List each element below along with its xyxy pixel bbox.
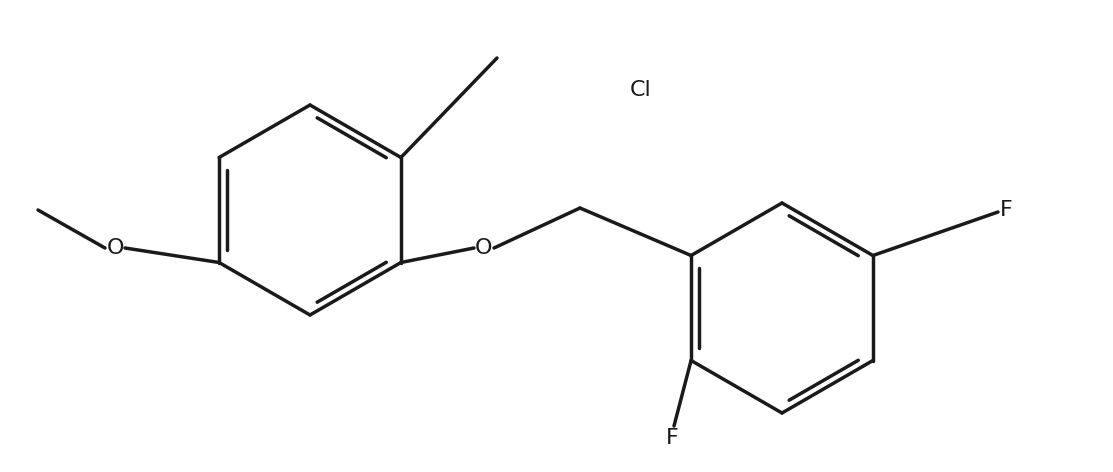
Text: O: O	[475, 238, 493, 258]
Text: O: O	[106, 238, 124, 258]
Text: F: F	[999, 200, 1013, 220]
Text: Cl: Cl	[630, 80, 652, 100]
Text: F: F	[666, 428, 679, 448]
